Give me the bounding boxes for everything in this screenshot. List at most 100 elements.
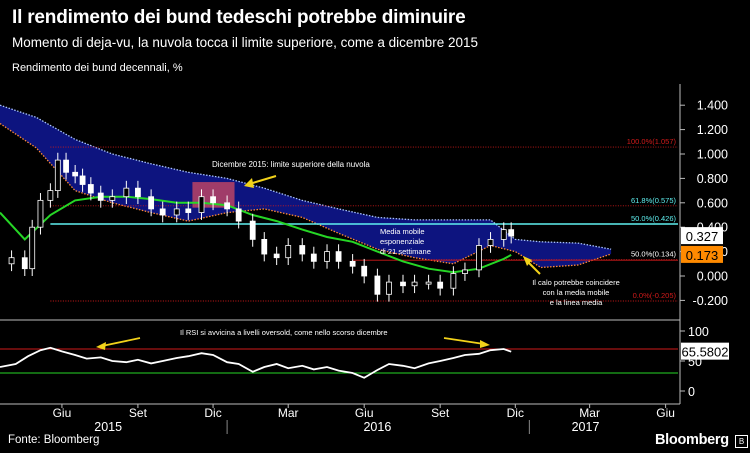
candle-body [349,260,356,267]
cloud-lower-edge [0,122,612,269]
candle-body [148,196,155,210]
rsi-arrow-right [443,337,485,345]
annotation-ma-3: di 21 settimane [380,247,431,256]
chart-subtitle: Momento di deja-vu, la nuvola tocca il l… [12,35,478,50]
candle-body [508,229,515,237]
candle-body [109,196,116,201]
bloomberg-logo: Bloomberg [655,432,729,448]
y-tick-label: 0.000 [697,270,728,284]
candle-body [235,208,242,222]
candle-body [54,159,61,192]
y-tick-label: 0.600 [697,196,728,210]
rsi-arrowhead-right [480,340,490,348]
candle-body [29,226,36,270]
candle-body [47,190,54,201]
x-tick-label: Set [129,406,148,420]
candle-body [500,229,507,240]
rsi-line [0,346,512,379]
y-tick-label: -0.200 [693,294,728,308]
candle-body [21,257,28,270]
fib-label: 50.0%(0.134) [631,250,677,259]
candle-body [437,281,444,289]
candle-body [198,196,205,213]
candle-body [135,187,141,198]
moving-average-line [0,195,512,274]
annotation-fall-1: Il calo potrebbe coincidere [532,278,620,287]
candle-body [400,281,406,287]
candle-body [63,159,69,173]
annotation-dec-2015: Dicembre 2015: limite superiore della nu… [212,160,370,169]
y-tick-label: 0.800 [697,172,728,186]
x-tick-label: Dic [507,406,524,420]
candle-body [285,245,292,259]
candle-body [374,275,381,295]
candle-body [411,281,418,287]
candle-body [249,220,256,240]
annotation-arrowhead [244,178,254,188]
rsi-y-tick-label: 100 [688,325,709,339]
candle-body [335,251,342,262]
x-tick-label: Giu [656,406,675,420]
candle-body [87,184,94,194]
rsi-arrowhead-left [96,342,106,350]
annotation-ma-1: Media mobile [380,227,425,236]
rsi-annotation: Il RSI si avvicina a livelli oversold, c… [180,328,388,337]
x-tick-label: Dic [204,406,221,420]
candle-body [299,245,306,255]
annotation-fall-3: e la linea media [550,298,603,307]
x-tick-label: Set [431,406,450,420]
candle-body [97,192,104,201]
fib-label: 50.0%(0.426) [631,214,677,223]
ma-value-box [681,245,723,263]
rsi-last-value-label: 65.5802 [682,345,729,360]
y-axis-label: Rendimento dei bund decennali, % [12,62,183,74]
bloomberg-terminal-icon: B [735,435,748,448]
candle-body [310,253,317,262]
fib-label: 0.0%(-0.205) [633,291,677,300]
x-year-label: 2016 [363,420,391,434]
rsi-last-value-box [681,342,729,360]
chart-title: Il rendimento dei bund tedeschi potrebbe… [12,7,466,28]
ichimoku-cloud [0,105,612,268]
annotation-fall-2: con la media mobile [543,288,610,297]
fib-label: 100.0%(1.057) [627,137,677,146]
x-tick-label: Mar [579,406,600,420]
x-tick-label: Giu [53,406,72,420]
cloud-upper-edge [0,104,612,250]
fib-label: 61.8%(0.575) [631,196,677,205]
candle-body [123,187,130,198]
last-value-label: 0.327 [686,229,719,244]
candle-body [386,281,392,295]
candle-body [462,269,468,274]
y-tick-label: 1.000 [697,148,728,162]
candle-body [72,171,79,177]
candle-body [487,238,494,246]
candle-body [79,175,86,185]
candle-body [476,245,482,271]
x-year-label: 2017 [572,420,600,434]
candle-body [8,257,15,265]
rsi-y-tick-label: 0 [688,385,695,399]
source-note: Fonte: Bloomberg [8,434,100,446]
candle-body [361,265,368,277]
candle-body [425,281,432,285]
candle-body [159,208,166,216]
candle-body [273,253,280,259]
annotation-ma-2: esponenziale [380,237,424,246]
candle-body [173,208,180,216]
candle-body [324,251,330,262]
y-tick-label: 1.200 [697,123,728,137]
candle-body [450,273,457,289]
candle-body [37,199,44,228]
y-tick-label: 1.400 [697,99,728,113]
x-year-label: 2015 [94,420,122,434]
rsi-arrow-left [101,337,141,347]
last-value-box [681,227,723,245]
ma-value-label: 0.173 [686,248,719,263]
x-tick-label: Giu [355,406,374,420]
x-tick-label: Mar [278,406,299,420]
candle-body [185,208,192,213]
candle-body [224,202,231,210]
annotation-arrowhead [523,256,532,266]
